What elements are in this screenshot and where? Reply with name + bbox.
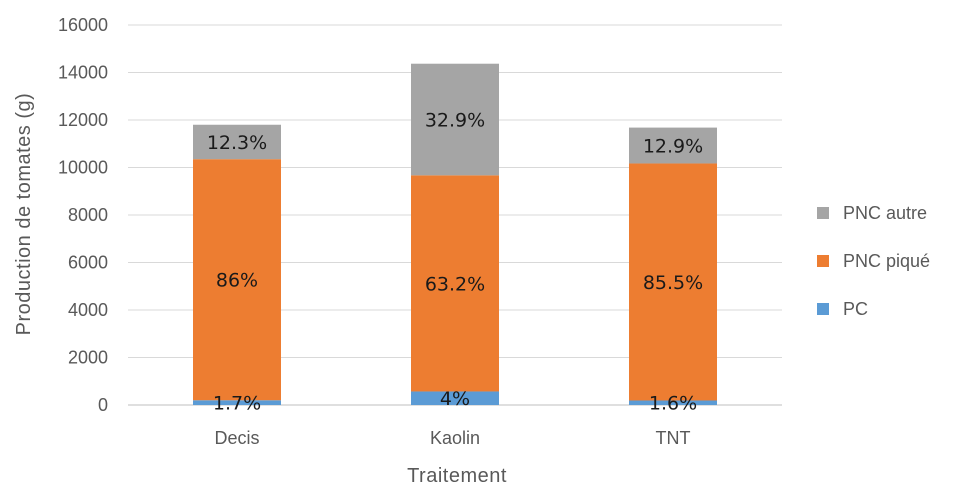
x-axis-title: Traitement — [407, 465, 507, 487]
bar-decis-pnc-autre — [193, 124, 281, 160]
data-label-kaolin-pnc-pique: 63.2% — [425, 273, 485, 295]
legend: PNC autre PNC piqué PC — [817, 203, 930, 319]
bar-kaolin-pnc-autre — [411, 63, 499, 176]
data-label-kaolin-pnc-autre: 32.9% — [425, 110, 485, 132]
y-tick-label-6000: 6000 — [68, 253, 108, 273]
y-tick-label-2000: 2000 — [68, 348, 108, 368]
data-label-kaolin-pc: 4% — [440, 388, 470, 410]
legend-label-pc: PC — [843, 299, 868, 319]
legend-item-pnc-pique: PNC piqué — [817, 251, 930, 271]
data-label-tnt-pnc-autre: 12.9% — [643, 136, 703, 158]
bar-tnt-pc — [629, 400, 717, 405]
bar-decis-pc — [193, 400, 281, 405]
y-tick-label-14000: 14000 — [58, 63, 108, 83]
legend-item-pnc-autre: PNC autre — [817, 203, 927, 223]
bar-tnt-pnc-autre — [629, 127, 717, 164]
bar-decis-pnc-pique — [193, 159, 281, 401]
data-label-tnt-pnc-pique: 85.5% — [643, 272, 703, 294]
data-label-decis-pnc-autre: 12.3% — [207, 132, 267, 154]
legend-swatch-pc — [817, 303, 829, 315]
bar-tnt-pnc-pique — [629, 163, 717, 401]
y-axis-title: Production de tomates (g) — [13, 93, 35, 336]
y-tick-label-0: 0 — [98, 395, 108, 415]
legend-label-pnc-autre: PNC autre — [843, 203, 927, 223]
y-tick-label-10000: 10000 — [58, 158, 108, 178]
y-tick-label-4000: 4000 — [68, 300, 108, 320]
bars — [193, 63, 717, 405]
bar-kaolin-pnc-pique — [411, 175, 499, 392]
x-tick-label-tnt: TNT — [656, 428, 691, 448]
data-label-tnt-pc: 1.6% — [649, 393, 697, 415]
legend-swatch-pnc-autre — [817, 207, 829, 219]
y-axis-ticks: 0 2000 4000 6000 8000 10000 12000 14000 16000 — [58, 15, 108, 415]
bar-kaolin-pc — [411, 391, 499, 405]
x-tick-label-decis: Decis — [214, 428, 259, 448]
legend-swatch-pnc-pique — [817, 255, 829, 267]
y-tick-label-8000: 8000 — [68, 205, 108, 225]
x-axis-ticks: Decis Kaolin TNT — [214, 428, 690, 448]
x-tick-label-kaolin: Kaolin — [430, 428, 480, 448]
legend-item-pc: PC — [817, 299, 868, 319]
legend-label-pnc-pique: PNC piqué — [843, 251, 930, 271]
y-tick-label-12000: 12000 — [58, 110, 108, 130]
data-label-decis-pnc-pique: 86% — [216, 270, 258, 292]
data-labels: 1.7% 86% 12.3% 4% 63.2% 32.9% 1.6% 85.5% 12.9% — [207, 110, 703, 415]
data-label-decis-pc: 1.7% — [213, 393, 261, 415]
y-tick-label-16000: 16000 — [58, 15, 108, 35]
